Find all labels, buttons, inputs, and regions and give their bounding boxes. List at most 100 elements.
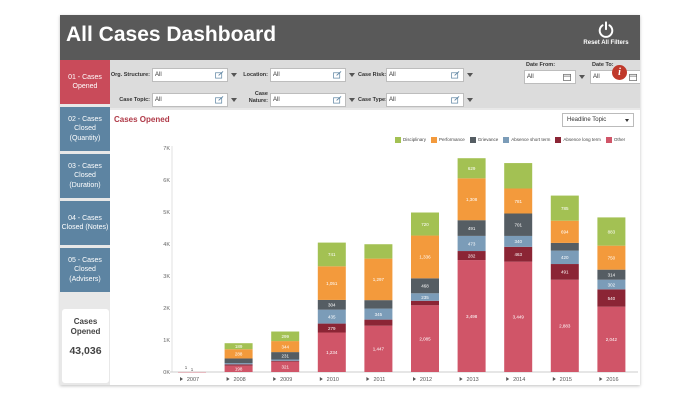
nav-item-cases-closed-advisers[interactable]: 05 - Cases Closed (Advisers) xyxy=(60,248,110,293)
bar-segment[interactable] xyxy=(550,242,579,251)
bar-segment[interactable] xyxy=(271,331,300,342)
bar-segment[interactable] xyxy=(457,220,486,236)
bar-segment[interactable] xyxy=(317,323,346,333)
x-tick-label: 2011 xyxy=(373,377,385,383)
case-risk-value: All xyxy=(389,72,396,78)
expand-caret-icon[interactable] xyxy=(506,377,510,381)
chevron-down-icon[interactable] xyxy=(349,98,355,102)
bar-segment[interactable] xyxy=(504,246,533,262)
bar-segment[interactable] xyxy=(317,242,346,267)
bar-segment[interactable] xyxy=(504,213,533,236)
bar-segment[interactable] xyxy=(271,361,300,372)
nav-item-cases-closed-duration[interactable]: 03 - Cases Closed (Duration) xyxy=(60,154,110,199)
bar-segment[interactable] xyxy=(411,212,439,236)
chevron-down-icon[interactable] xyxy=(467,73,473,77)
chevron-down-icon[interactable] xyxy=(579,75,585,79)
bar-segment[interactable] xyxy=(364,325,393,372)
org-structure-label: Org. Structure: xyxy=(110,72,150,78)
bar-data-label: 701 xyxy=(514,223,522,228)
bar-segment[interactable] xyxy=(317,332,346,372)
bar-segment[interactable] xyxy=(597,289,626,307)
bar-segment[interactable] xyxy=(597,217,626,246)
bar-segment[interactable] xyxy=(597,269,626,280)
info-icon[interactable]: i xyxy=(612,65,627,80)
bar-data-label: 2,085 xyxy=(419,336,431,341)
bar-data-label: 345 xyxy=(375,312,383,317)
expand-caret-icon[interactable] xyxy=(180,377,183,381)
case-nature-select[interactable]: All xyxy=(270,93,346,107)
org-structure-select[interactable]: All xyxy=(152,68,228,82)
bar-segment[interactable] xyxy=(364,258,393,301)
bar-segment[interactable] xyxy=(224,364,253,366)
bar-segment[interactable] xyxy=(364,308,393,320)
bar-segment[interactable] xyxy=(411,235,439,279)
bar-segment[interactable] xyxy=(224,349,253,359)
bar-segment[interactable] xyxy=(457,158,486,179)
legend-item: Absence short term xyxy=(503,136,550,143)
expand-caret-icon[interactable] xyxy=(459,377,463,381)
bar-segment[interactable] xyxy=(364,319,393,326)
location-select[interactable]: All xyxy=(270,68,346,82)
bar-segment[interactable] xyxy=(224,358,253,364)
bar-segment[interactable] xyxy=(504,235,533,247)
nav-item-cases-opened[interactable]: 01 - Cases Opened xyxy=(60,60,110,105)
expand-caret-icon[interactable] xyxy=(273,377,277,381)
y-tick-label: 4K xyxy=(163,242,170,248)
case-topic-select[interactable]: All xyxy=(152,93,228,107)
bar-segment[interactable] xyxy=(271,359,300,361)
bar-segment[interactable] xyxy=(317,266,346,300)
bar-segment[interactable] xyxy=(364,244,393,259)
chevron-down-icon[interactable] xyxy=(349,73,355,77)
bar-segment[interactable] xyxy=(364,300,393,309)
bar-segment[interactable] xyxy=(411,300,439,306)
bar-segment[interactable] xyxy=(504,188,533,214)
bar-segment[interactable] xyxy=(457,260,486,372)
legend-swatch xyxy=(469,136,476,143)
expand-caret-icon[interactable] xyxy=(599,377,603,381)
chevron-down-icon[interactable] xyxy=(231,98,237,102)
bar-segment[interactable] xyxy=(550,264,579,280)
bar-segment[interactable] xyxy=(550,220,579,243)
bar-segment[interactable] xyxy=(411,278,439,294)
bar-segment[interactable] xyxy=(457,235,486,252)
bar-segment[interactable] xyxy=(597,279,626,290)
bar-segment[interactable] xyxy=(317,309,346,324)
bar-segment[interactable] xyxy=(457,178,486,221)
case-risk-select[interactable]: All xyxy=(386,68,464,82)
bar-segment[interactable] xyxy=(411,305,439,372)
bar-segment[interactable] xyxy=(271,341,300,353)
bar-segment[interactable] xyxy=(550,195,579,221)
chevron-down-icon[interactable] xyxy=(467,98,473,102)
x-tick-label: 2007 xyxy=(187,377,199,383)
bar-segment[interactable] xyxy=(504,261,533,372)
bar-segment[interactable] xyxy=(271,352,300,360)
bar-segment[interactable] xyxy=(411,293,439,301)
bar-data-label: 2,042 xyxy=(606,337,618,342)
expand-caret-icon[interactable] xyxy=(366,377,370,381)
bar-segment[interactable] xyxy=(550,250,579,265)
nav-item-cases-closed-notes[interactable]: 04 - Cases Closed (Notes) xyxy=(60,201,110,246)
nav-item-cases-closed-quantity[interactable]: 02 - Cases Closed (Quantity) xyxy=(60,107,110,152)
expand-caret-icon[interactable] xyxy=(552,377,556,381)
date-from-input[interactable]: All xyxy=(524,70,576,84)
expand-caret-icon[interactable] xyxy=(226,377,230,381)
bar-segment[interactable] xyxy=(317,299,346,310)
bar-segment[interactable] xyxy=(457,251,486,261)
bar-segment[interactable] xyxy=(550,279,579,372)
case-type-select[interactable]: All xyxy=(386,93,464,107)
bar-segment[interactable] xyxy=(224,365,253,372)
bar-data-label: 344 xyxy=(281,344,289,349)
chevron-down-icon[interactable] xyxy=(231,73,237,77)
topic-dropdown[interactable]: Headline Topic xyxy=(562,113,634,127)
bar-segment[interactable] xyxy=(597,306,626,372)
bar-segment[interactable] xyxy=(224,363,253,365)
bar-segment[interactable] xyxy=(271,360,300,362)
expand-caret-icon[interactable] xyxy=(413,377,416,381)
x-tick-label: 2012 xyxy=(420,377,432,383)
bar-segment[interactable] xyxy=(224,343,253,350)
expand-caret-icon[interactable] xyxy=(319,377,323,381)
bar-segment[interactable] xyxy=(597,245,626,270)
reset-filters-button[interactable]: Reset All Filters xyxy=(576,19,636,46)
bar-data-label: 1,051 xyxy=(326,281,338,286)
bar-segment[interactable] xyxy=(504,163,533,189)
